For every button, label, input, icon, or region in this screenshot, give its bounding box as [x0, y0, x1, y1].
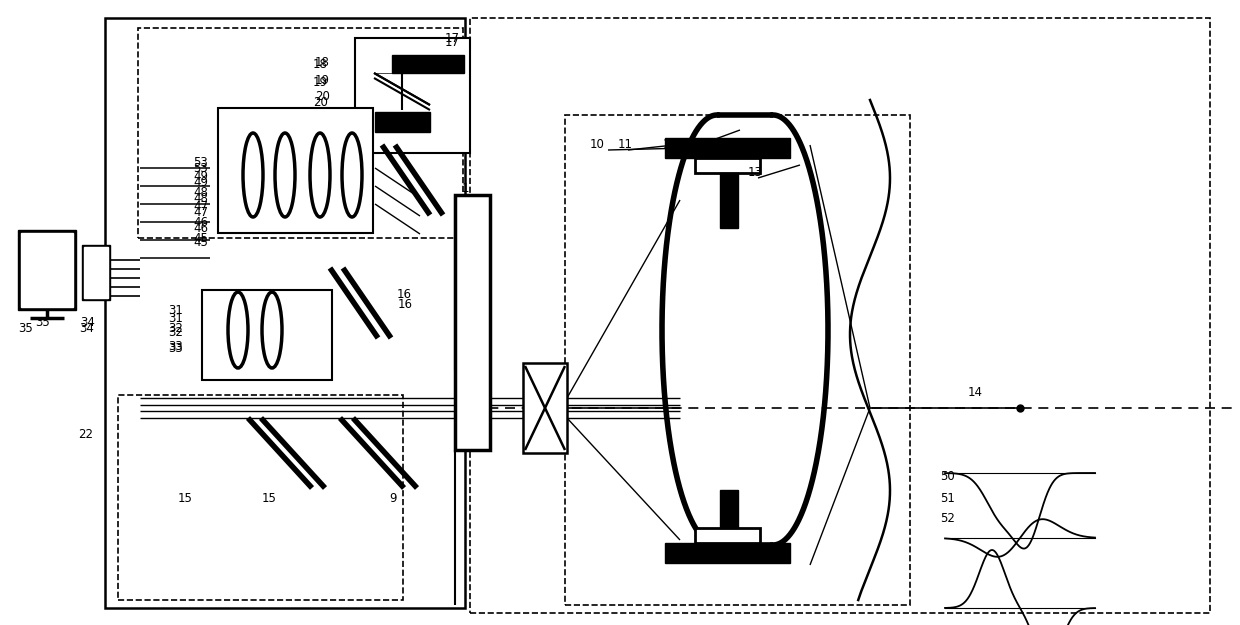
Ellipse shape [262, 292, 281, 368]
Bar [138, 28, 463, 238]
Text: 17: 17 [445, 36, 460, 49]
Text: 32: 32 [167, 326, 182, 339]
Text: 52: 52 [940, 511, 955, 524]
Bar [470, 18, 1210, 613]
Ellipse shape [228, 292, 248, 368]
Bar [105, 18, 465, 608]
Bar [84, 247, 108, 298]
Text: 10: 10 [590, 139, 605, 151]
Text: 18: 18 [315, 56, 330, 69]
Text: 20: 20 [312, 96, 327, 109]
Text: 15: 15 [262, 491, 277, 504]
Text: 31: 31 [167, 311, 182, 324]
Text: 47: 47 [193, 206, 208, 219]
Text: 53: 53 [193, 161, 208, 174]
Text: 35: 35 [35, 316, 50, 329]
Text: 19: 19 [315, 74, 330, 86]
Text: 17: 17 [445, 31, 460, 44]
Text: 1: 1 [463, 181, 470, 194]
Bar [665, 138, 790, 158]
Text: 45: 45 [193, 231, 208, 244]
Text: 20: 20 [315, 91, 330, 104]
Ellipse shape [310, 133, 330, 217]
Bar [355, 38, 470, 153]
Bar [374, 112, 430, 132]
Text: 47: 47 [193, 201, 208, 214]
Text: 49: 49 [193, 171, 208, 184]
Bar [118, 395, 403, 600]
Text: 9: 9 [389, 491, 397, 504]
Text: 15: 15 [179, 491, 193, 504]
Text: 19: 19 [312, 76, 329, 89]
Text: 22: 22 [78, 429, 93, 441]
Text: 31: 31 [167, 304, 182, 316]
Ellipse shape [342, 133, 362, 217]
Text: 45: 45 [193, 236, 208, 249]
Bar [392, 55, 464, 73]
Text: 49: 49 [193, 176, 208, 189]
Bar [202, 290, 332, 380]
Bar [523, 363, 567, 453]
Text: 13: 13 [748, 166, 763, 179]
Text: 46: 46 [193, 216, 208, 229]
Bar [455, 195, 490, 450]
Bar [694, 528, 760, 543]
Text: 48: 48 [193, 186, 208, 199]
Bar [19, 230, 76, 310]
Text: 33: 33 [167, 341, 182, 354]
Text: 34: 34 [81, 316, 95, 329]
Bar [665, 543, 790, 563]
Bar [694, 158, 760, 173]
Text: 14: 14 [968, 386, 983, 399]
Text: 32: 32 [167, 321, 182, 334]
Bar [565, 115, 910, 605]
Text: 11: 11 [618, 139, 632, 151]
Text: 51: 51 [940, 491, 955, 504]
Text: 53: 53 [193, 156, 208, 169]
Text: 46: 46 [193, 221, 208, 234]
Text: 34: 34 [79, 321, 94, 334]
Text: 16: 16 [398, 299, 413, 311]
Ellipse shape [243, 133, 263, 217]
Bar [82, 245, 110, 300]
Text: 16: 16 [397, 289, 412, 301]
Text: 18: 18 [312, 59, 327, 71]
Bar [21, 233, 73, 307]
Text: 12: 12 [663, 139, 678, 151]
Bar [218, 108, 373, 233]
Bar [720, 173, 738, 228]
Text: 50: 50 [940, 469, 955, 482]
Ellipse shape [275, 133, 295, 217]
Text: 48: 48 [193, 191, 208, 204]
Bar [720, 490, 738, 528]
Text: 33: 33 [167, 339, 182, 352]
Text: 35: 35 [19, 321, 32, 334]
